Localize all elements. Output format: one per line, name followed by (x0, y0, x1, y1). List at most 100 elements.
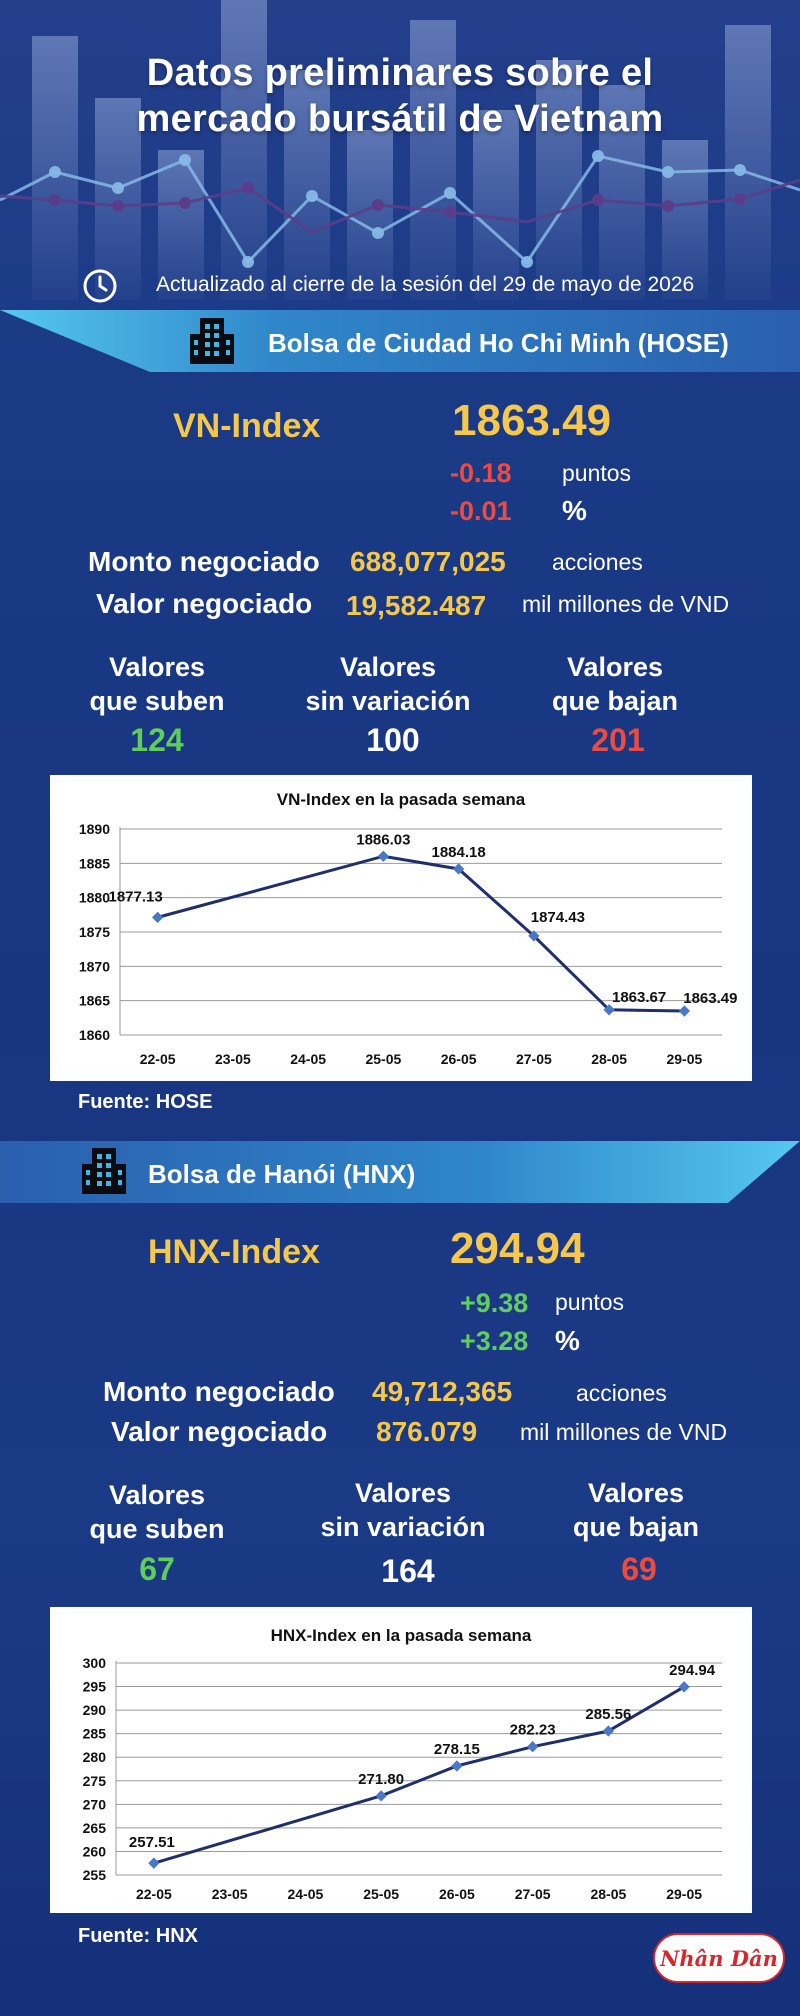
hnx-volume-unit: acciones (576, 1380, 667, 1406)
hnx-value-unit: mil millones de VND (520, 1419, 728, 1445)
vn-index-value: 1863.49 (452, 396, 612, 445)
nhan-dan-logo: Nhân Dân (653, 1933, 785, 1983)
y-tick-label: 280 (83, 1749, 107, 1765)
header-background (0, 0, 800, 300)
hose-up-label: Valores que suben (89, 652, 225, 716)
y-tick-label: 270 (83, 1796, 107, 1812)
data-label: 1884.18 (432, 844, 486, 861)
x-tick-label: 26-05 (439, 1886, 475, 1902)
data-label: 282.23 (510, 1722, 556, 1739)
y-tick-label: 290 (83, 1702, 107, 1718)
hose-down-label: Valores que bajan (551, 652, 679, 716)
hnx-index-name: HNX-Index (148, 1233, 320, 1271)
hnx-source: Fuente: HNX (78, 1925, 198, 1947)
series-line (153, 1685, 685, 1865)
chart-title: HNX-Index en la pasada semana (271, 1626, 532, 1645)
data-label: 271.80 (358, 1771, 404, 1788)
vn-index-change-percent: -0.01 (450, 496, 512, 526)
data-label: 294.94 (669, 1662, 716, 1679)
building-icon (82, 1148, 126, 1194)
hnx-up-label: Valores que suben (89, 1480, 225, 1544)
hose-value-label: Valor negociado (96, 588, 313, 619)
hose-up-count: 124 (130, 722, 184, 758)
data-point (377, 850, 390, 862)
chart-title: VN-Index en la pasada semana (277, 790, 526, 809)
page-title-line-2: mercado bursátil de Vietnam (136, 98, 664, 140)
clock-icon (83, 269, 117, 303)
vn-index-change-points: -0.18 (450, 458, 512, 488)
data-point (148, 1857, 160, 1869)
data-label: 1863.49 (683, 990, 737, 1007)
y-tick-label: 1870 (79, 958, 110, 974)
data-label: 1874.43 (531, 909, 585, 926)
x-tick-label: 23-05 (215, 1051, 251, 1067)
hnx-index-change-percent: +3.28 (460, 1326, 529, 1356)
hnx-volume-label: Monto negociado (103, 1376, 335, 1407)
data-point (528, 930, 540, 942)
hnx-index-value: 294.94 (450, 1224, 585, 1273)
data-label: 257.51 (129, 1834, 175, 1851)
vn-index-name: VN-Index (173, 407, 321, 445)
y-tick-label: 260 (83, 1843, 107, 1859)
data-point (451, 1760, 463, 1772)
hnx-value-value: 876.079 (376, 1416, 478, 1447)
hnx-value-label: Valor negociado (111, 1416, 328, 1447)
hnx-banner-title: Bolsa de Hanói (HNX) (148, 1159, 416, 1189)
x-tick-label: 26-05 (441, 1051, 477, 1067)
y-tick-label: 295 (83, 1679, 107, 1695)
y-tick-label: 1860 (79, 1027, 110, 1043)
data-label: 285.56 (585, 1706, 631, 1723)
vn-index-chart-svg: VN-Index en la pasada semana 1890 1885 1880… (79, 790, 738, 1067)
hose-flat-count: 100 (366, 722, 420, 758)
building-icon (190, 318, 234, 364)
hnx-index-chart: HNX-Index en la pasada semana 300 295 290 28… (50, 1607, 752, 1913)
hnx-flat-count: 164 (381, 1553, 435, 1589)
data-label: 1863.67 (612, 989, 666, 1006)
y-tick-label: 1890 (79, 821, 110, 837)
hnx-index-points-unit: puntos (555, 1289, 625, 1315)
x-tick-label: 28-05 (591, 1051, 627, 1067)
vn-index-chart: VN-Index en la pasada semana 1890 1885 1880… (50, 775, 752, 1081)
hose-volume-unit: acciones (552, 549, 643, 575)
hnx-up-count: 67 (139, 1551, 175, 1587)
hnx-index-change-points: +9.38 (460, 1288, 529, 1318)
x-tick-label: 29-05 (666, 1886, 702, 1902)
y-tick-label: 300 (83, 1655, 107, 1671)
x-tick-label: 29-05 (666, 1051, 702, 1067)
y-tick-label: 1880 (79, 890, 110, 906)
vn-index-points-unit: puntos (562, 460, 632, 486)
data-label: 1886.03 (356, 831, 410, 848)
hose-banner-title: Bolsa de Ciudad Ho Chi Minh (HOSE) (268, 328, 729, 358)
hnx-flat-label: Valores sin variación (320, 1478, 486, 1542)
page-title-line-1: Datos preliminares sobre el (146, 52, 654, 94)
hnx-banner (0, 1141, 800, 1203)
data-point (602, 1725, 615, 1737)
hose-source: Fuente: HOSE (78, 1091, 213, 1113)
x-tick-label: 28-05 (590, 1886, 626, 1902)
hose-value-unit: mil millones de VND (522, 591, 730, 617)
x-tick-label: 25-05 (365, 1051, 401, 1067)
y-tick-label: 265 (83, 1820, 107, 1836)
x-tick-label: 27-05 (516, 1051, 552, 1067)
data-point (375, 1790, 387, 1802)
hnx-volume-value: 49,712,365 (372, 1376, 513, 1407)
x-tick-label: 25-05 (363, 1886, 399, 1902)
hose-flat-label: Valores sin variación (305, 652, 471, 716)
data-label: 1877.13 (109, 888, 163, 905)
x-tick-label: 24-05 (287, 1886, 323, 1902)
y-tick-label: 275 (83, 1773, 107, 1789)
hose-volume-label: Monto negociado (88, 546, 320, 577)
x-tick-label: 27-05 (515, 1886, 551, 1902)
x-tick-label: 22-05 (140, 1051, 176, 1067)
hnx-down-label: Valores que bajan (572, 1478, 700, 1542)
data-label: 278.15 (434, 1741, 480, 1758)
hose-value-value: 19,582.487 (346, 590, 487, 621)
y-tick-label: 255 (83, 1867, 107, 1883)
hose-volume-value: 688,077,025 (350, 546, 506, 577)
updated-timestamp: Actualizado al cierre de la sesión del 2… (156, 273, 695, 296)
data-point (526, 1741, 539, 1753)
data-point (151, 911, 164, 924)
x-tick-label: 23-05 (212, 1886, 248, 1902)
y-tick-label: 1885 (79, 855, 110, 871)
